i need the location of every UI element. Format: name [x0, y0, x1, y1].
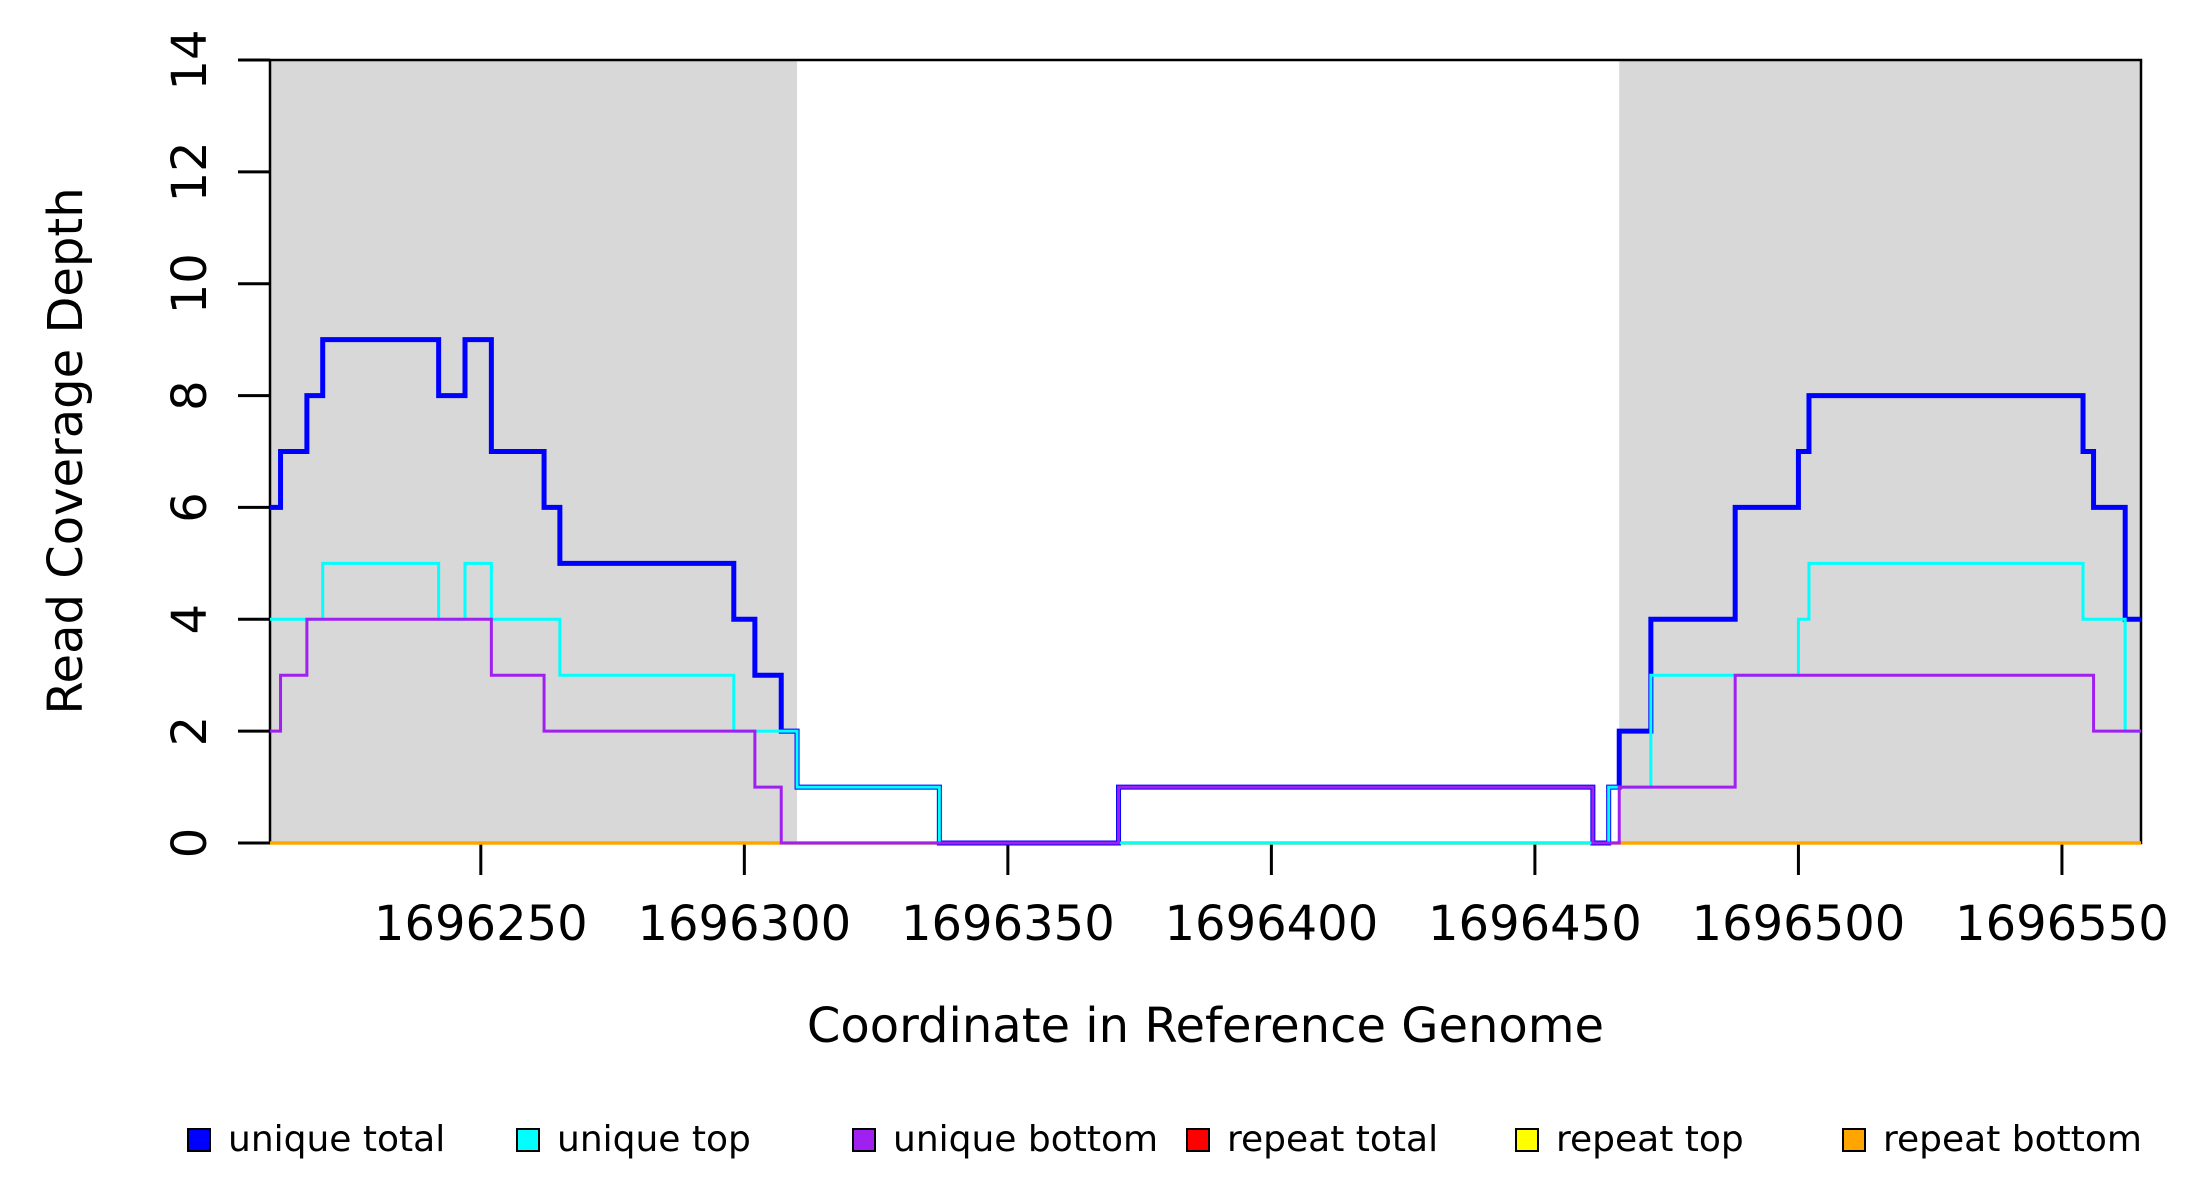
x-tick-label: 1696300 — [637, 896, 851, 952]
y-tick-label: 14 — [162, 29, 218, 90]
y-tick-label: 8 — [162, 380, 218, 411]
shaded-region-1 — [1619, 60, 2141, 843]
series-line-unique-bottom — [270, 617, 2141, 845]
y-tick-label: 0 — [162, 828, 218, 859]
y-tick-label: 10 — [162, 253, 218, 314]
x-tick-label: 1696550 — [1955, 896, 2169, 952]
x-tick-label: 1696350 — [901, 896, 1115, 952]
x-tick-label: 1696450 — [1428, 896, 1642, 952]
x-tick-label: 1696250 — [374, 896, 588, 952]
y-tick-label: 12 — [162, 141, 218, 202]
x-tick-label: 1696500 — [1692, 896, 1906, 952]
x-tick-label: 1696400 — [1164, 896, 1378, 952]
y-tick-label: 4 — [162, 604, 218, 635]
y-tick-label: 2 — [162, 716, 218, 747]
x-axis-title: Coordinate in Reference Genome — [806, 998, 1605, 1054]
y-tick-label: 6 — [162, 492, 218, 523]
y-axis-title: Read Coverage Depth — [38, 187, 94, 715]
